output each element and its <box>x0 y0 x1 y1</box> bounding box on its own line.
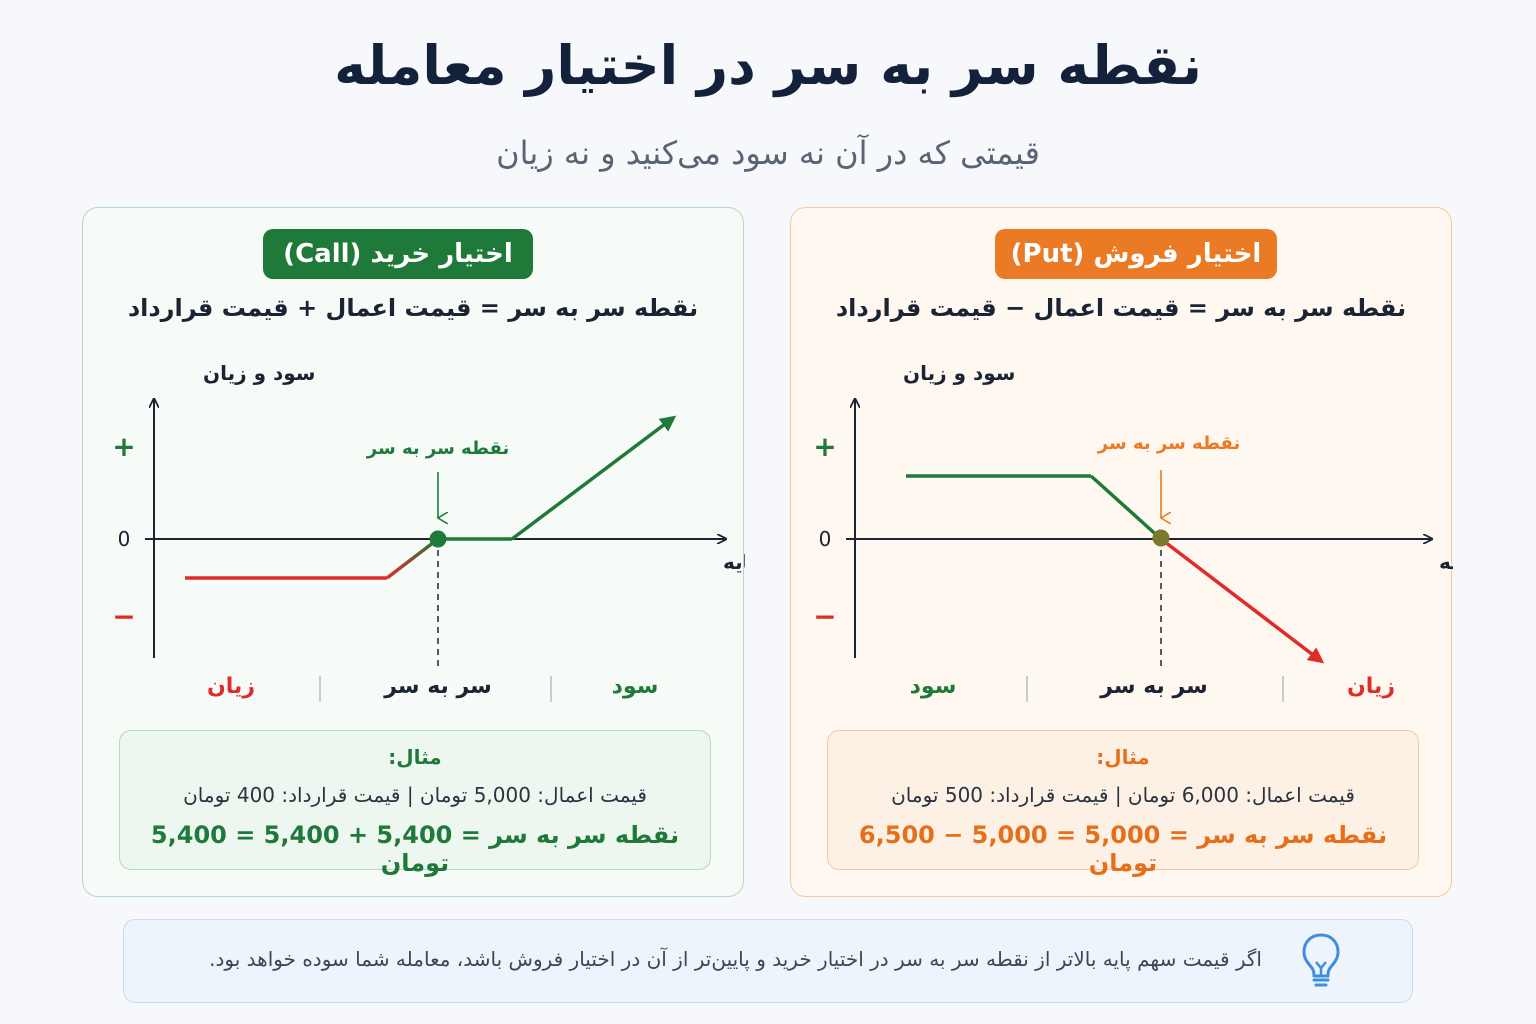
put-panel: اختیار فروش (Put) نقطه سر به سر = قیمت ا… <box>790 207 1453 897</box>
tip-box: اگر قیمت سهم پایه بالاتر از نقطه سر به س… <box>123 919 1413 1003</box>
put-example-box: مثال: قیمت اعمال: 6,000 تومان | قیمت قرا… <box>827 730 1419 877</box>
put-minus-sign: − <box>813 600 836 633</box>
call-zone-profit: سود <box>611 674 659 699</box>
call-example-box: مثال: قیمت اعمال: 5,000 تومان | قیمت قرا… <box>119 730 711 877</box>
put-formula: نقطه سر به سر = قیمت اعمال − قیمت قراردا… <box>835 294 1407 322</box>
call-zone-divider <box>319 676 321 702</box>
put-example-title: مثال: <box>1096 745 1150 769</box>
call-formula: نقطه سر به سر = قیمت اعمال + قیمت قراردا… <box>127 294 699 322</box>
call-breakeven-label: نقطه سر به سر <box>366 438 509 459</box>
call-example-title: مثال: <box>388 745 442 769</box>
call-breakeven-point <box>429 530 447 548</box>
put-badge: اختیار فروش (Put) <box>995 229 1277 279</box>
put-example-result: نقطه سر به سر = 5,000 = 5,000 − 6,500 تو… <box>858 821 1388 877</box>
call-example-inputs: قیمت اعمال: 5,000 تومان | قیمت قرارداد: … <box>183 783 647 807</box>
call-zone-divider <box>550 676 552 702</box>
put-payoff-diagram: سود و زیان + 0 − قیمت سهم پایه نقطه سر ب… <box>813 361 1453 668</box>
call-zone-loss: زیان <box>207 674 255 699</box>
call-transition-line <box>385 537 440 580</box>
call-example-result: نقطه سر به سر = 5,400 + 5,400 = 5,400 تو… <box>150 821 680 877</box>
tip-text: اگر قیمت سهم پایه بالاتر از نقطه سر به س… <box>209 947 1262 971</box>
put-plus-sign: + <box>813 430 836 463</box>
put-example-inputs: قیمت اعمال: 6,000 تومان | قیمت قرارداد: … <box>891 783 1355 807</box>
put-zone-loss: زیان <box>1347 674 1395 699</box>
put-zone-divider <box>1282 676 1284 702</box>
put-x-axis-label: قیمت سهم پایه <box>1439 550 1453 575</box>
call-zero-label: 0 <box>118 527 131 551</box>
put-zone-divider <box>1026 676 1028 702</box>
page-subtitle: قیمتی که در آن نه سود می‌کنید و نه زیان <box>496 134 1040 172</box>
call-profit-line <box>510 415 677 541</box>
call-badge: اختیار خرید (Call) <box>263 229 533 279</box>
call-zones: زیان سر به سر سود <box>83 674 743 714</box>
put-zones: سود سر به سر زیان <box>791 674 1451 714</box>
put-loss-line <box>1159 537 1325 664</box>
call-panel: اختیار خرید (Call) نقطه سر به سر = قیمت … <box>82 207 745 897</box>
put-breakeven-point <box>1152 529 1170 547</box>
put-transition-line <box>1089 474 1163 541</box>
call-payoff-diagram: سود و زیان + 0 − قیمت سهم پایه نقطه سر ب… <box>112 361 745 668</box>
call-y-axis-label: سود و زیان <box>203 361 315 385</box>
put-zone-profit: سود <box>909 674 957 699</box>
put-zone-breakeven: سر به سر <box>1100 674 1208 699</box>
put-breakeven-label: نقطه سر به سر <box>1097 433 1240 454</box>
call-plus-sign: + <box>112 430 135 463</box>
page-title: نقطه سر به سر در اختیار معامله <box>334 34 1202 97</box>
call-zone-breakeven: سر به سر <box>384 674 492 699</box>
call-minus-sign: − <box>112 600 135 633</box>
call-x-axis-label: قیمت سهم پایه <box>723 550 745 575</box>
lightbulb-icon <box>1302 933 1340 987</box>
put-zero-label: 0 <box>819 527 832 551</box>
put-y-axis-label: سود و زیان <box>903 361 1015 385</box>
